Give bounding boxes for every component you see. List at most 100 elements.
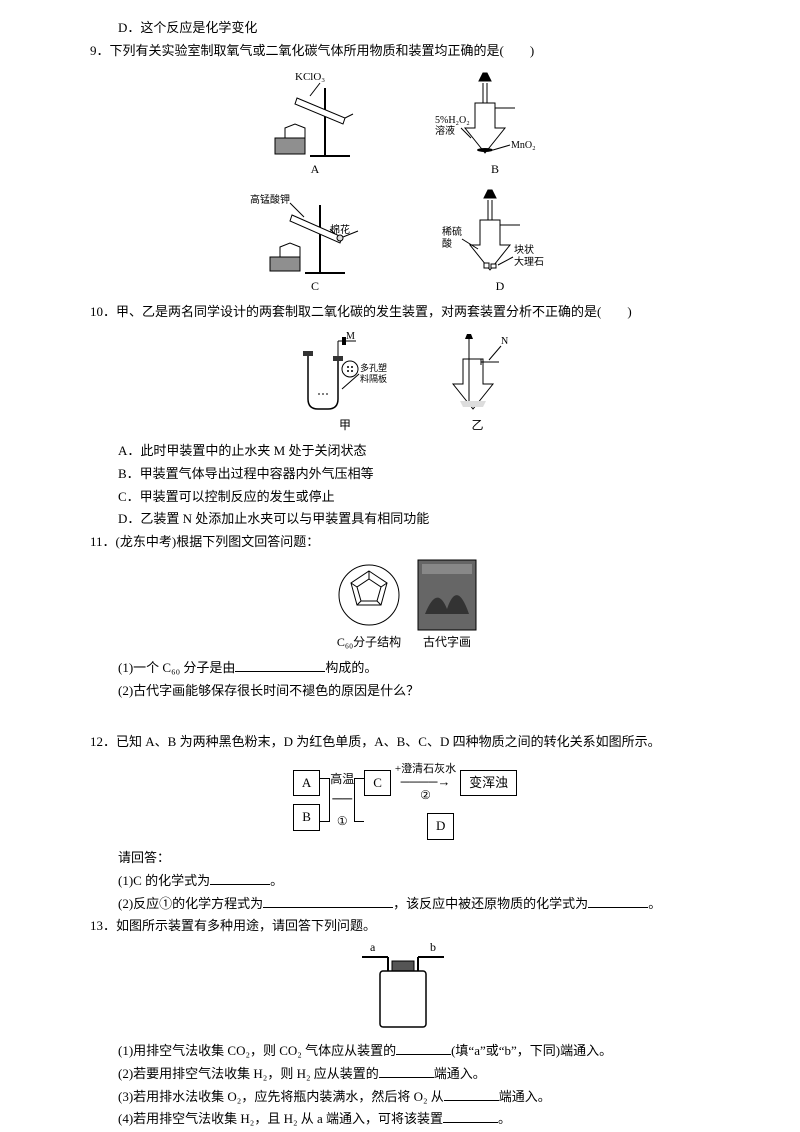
q11-c60-svg xyxy=(333,559,405,631)
q12-flowchart: A B 高温 ── ① C +澄清石灰水 ────→ ② 变浑浊 D xyxy=(90,761,720,841)
q13-sub3: (3)若用排水法收集 O₂，应先将瓶内装满水，然后将 O₂ 从 端通入。 xyxy=(90,1087,720,1108)
svg-text:5%H₂O₂: 5%H₂O₂ xyxy=(435,115,470,126)
svg-text:稀硫: 稀硫 xyxy=(442,225,462,238)
q12-sub1-pre: (1)C 的化学式为 xyxy=(118,873,210,888)
q13-sub2: (2)若要用排空气法收集 H₂，则 H₂ 应从装置的 端通入。 xyxy=(90,1064,720,1085)
q13-stem: 13．如图所示装置有多种用途，请回答下列问题。 xyxy=(90,916,720,937)
q13-sub1-pre: (1)用排空气法收集 CO₂，则 CO₂ 气体应从装置的 xyxy=(118,1043,396,1058)
q12-bracket-right xyxy=(354,778,364,822)
q9-figures-row2: 高锰酸钾 棉花 C 稀硫 酸 块状 大理石 xyxy=(90,185,720,296)
q12-text: 已知 A、B 为两种黑色粉末，D 为红色单质，A、B、C、D 四种物质之间的转化… xyxy=(116,734,661,749)
q9-figC-label: C xyxy=(311,277,319,296)
svg-text:M: M xyxy=(346,331,355,342)
q13-sub4-blank xyxy=(443,1109,498,1123)
q11-figure-painting: 古代字画 xyxy=(417,559,477,652)
q11-painting-svg xyxy=(417,559,477,631)
q12-sub2: (2)反应①的化学方程式为 ，该反应中被还原物质的化学式为 。 xyxy=(90,894,720,915)
q13-sub3-pre: (3)若用排水法收集 O₂，应先将瓶内装满水，然后将 O₂ 从 xyxy=(118,1089,444,1104)
q9-fig-d-svg: 稀硫 酸 块状 大理石 xyxy=(440,185,560,275)
svg-text:高锰酸钾: 高锰酸钾 xyxy=(250,193,290,206)
q12-box-result: 变浑浊 xyxy=(460,770,517,797)
q10-figures: M 多孔塑 料隔板 甲 N 乙 xyxy=(90,329,720,435)
q12-sub1-blank xyxy=(210,871,270,885)
q12-sub2-blank1 xyxy=(263,894,393,908)
q12-box-d: D xyxy=(427,813,454,840)
q12-label-step1: 高温 xyxy=(330,770,354,789)
q10-yi-svg: N xyxy=(433,329,523,414)
q9-fig-c-svg: 高锰酸钾 棉花 xyxy=(250,185,380,275)
q12-number: 12． xyxy=(90,734,116,749)
q12-sub1: (1)C 的化学式为 。 xyxy=(90,871,720,892)
q11-c60-caption: C₆₀分子结构 xyxy=(337,633,401,652)
svg-text:多孔塑: 多孔塑 xyxy=(360,362,387,373)
svg-text:块状: 块状 xyxy=(514,243,534,256)
q11-number: 11． xyxy=(90,534,116,549)
q10-optA: A．此时甲装置中的止水夹 M 处于关闭状态 xyxy=(90,441,720,462)
q11-sub1-blank xyxy=(235,658,325,672)
q13-bottle-svg: a b xyxy=(350,939,460,1034)
q13-sub2-pre: (2)若要用排空气法收集 H₂，则 H₂ 应从装置的 xyxy=(118,1066,379,1081)
q12-sub2-pre: (2)反应①的化学方程式为 xyxy=(118,896,263,911)
q9-figure-b: 5%H₂O₂ 溶液 MnO₂ B xyxy=(435,68,555,179)
q12-stem: 12．已知 A、B 为两种黑色粉末，D 为红色单质，A、B、C、D 四种物质之间… xyxy=(90,732,720,753)
q9-stem: 9．下列有关实验室制取氧气或二氧化碳气体所用物质和装置均正确的是( ) xyxy=(90,41,720,62)
q13-figure: a b xyxy=(90,939,720,1041)
q11-sub1-pre: (1)一个 C₆₀ 分子是由 xyxy=(118,660,235,675)
q13-sub2-blank xyxy=(379,1064,434,1078)
q11-sub1: (1)一个 C₆₀ 分子是由 构成的。 xyxy=(90,658,720,679)
q9-figB-label: B xyxy=(491,160,499,179)
q9-number: 9． xyxy=(90,43,110,58)
q9-text: 下列有关实验室制取氧气或二氧化碳气体所用物质和装置均正确的是( ) xyxy=(110,43,535,58)
q10-yi-label: 乙 xyxy=(471,416,483,435)
q12-label-circle1: ① xyxy=(337,812,348,831)
q12-label-circle2: ② xyxy=(420,786,431,805)
q10-jia-label: 甲 xyxy=(339,416,351,435)
q10-number: 10． xyxy=(90,304,116,319)
q10-figure-yi: N 乙 xyxy=(433,329,523,435)
q11-text: (龙东中考)根据下列图文回答问题： xyxy=(116,534,320,549)
q10-optD: D．乙装置 N 处添加止水夹可以与甲装置具有相同功能 xyxy=(90,509,720,530)
q10-jia-svg: M 多孔塑 料隔板 xyxy=(288,329,403,414)
q13-sub1-blank xyxy=(396,1041,451,1055)
q9-figA-label: A xyxy=(311,160,320,179)
q12-prompt: 请回答： xyxy=(90,848,720,869)
svg-text:料隔板: 料隔板 xyxy=(360,373,387,384)
q12-box-a: A xyxy=(293,770,320,797)
svg-text:KClO₃: KClO₃ xyxy=(295,71,325,83)
q13-sub4-post: 。 xyxy=(498,1111,511,1126)
q11-sub1-post: 构成的。 xyxy=(325,660,377,675)
q12-sub1-post: 。 xyxy=(270,873,283,888)
q13-sub3-blank xyxy=(444,1087,499,1101)
q12-box-c: C xyxy=(364,770,391,797)
q10-text: 甲、乙是两名同学设计的两套制取二氧化碳的发生装置，对两套装置分析不正确的是( ) xyxy=(116,304,632,319)
q13-sub2-post: 端通入。 xyxy=(434,1066,486,1081)
q13-sub4: (4)若用排空气法收集 H₂，且 H₂ 从 a 端通入，可将该装置 。 xyxy=(90,1109,720,1130)
q13-sub3-post: 端通入。 xyxy=(499,1089,551,1104)
svg-text:MnO₂: MnO₂ xyxy=(511,140,536,151)
q11-figure-c60: C₆₀分子结构 xyxy=(333,559,405,652)
q13-sub1-mid: (填“a”或“b”，下同)端通入。 xyxy=(451,1043,612,1058)
q12-sub2-post: 。 xyxy=(648,896,661,911)
q9-figure-d: 稀硫 酸 块状 大理石 D xyxy=(440,185,560,296)
q11-sub2: (2)古代字画能够保存很长时间不褪色的原因是什么？ xyxy=(90,681,720,702)
q13-sub4-pre: (4)若用排空气法收集 H₂，且 H₂ 从 a 端通入，可将该装置 xyxy=(118,1111,443,1126)
q10-optC: C．甲装置可以控制反应的发生或停止 xyxy=(90,487,720,508)
q13-text: 如图所示装置有多种用途，请回答下列问题。 xyxy=(116,918,376,933)
q10-stem: 10．甲、乙是两名同学设计的两套制取二氧化碳的发生装置，对两套装置分析不正确的是… xyxy=(90,302,720,323)
q9-figures-row1: KClO₃ A 5%H₂O₂ 溶液 MnO₂ B xyxy=(90,68,720,179)
svg-text:b: b xyxy=(430,940,436,954)
q10-optB: B．甲装置气体导出过程中容器内外气压相等 xyxy=(90,464,720,485)
q11-figures: C₆₀分子结构 古代字画 xyxy=(90,559,720,652)
svg-text:N: N xyxy=(501,336,508,347)
svg-text:溶液: 溶液 xyxy=(435,124,455,137)
q8-option-d: D．这个反应是化学变化 xyxy=(90,18,720,39)
q9-figD-label: D xyxy=(496,277,505,296)
q9-figure-a: KClO₃ A xyxy=(255,68,375,179)
q9-fig-b-svg: 5%H₂O₂ 溶液 MnO₂ xyxy=(435,68,555,158)
q12-sub2-mid: ，该反应中被还原物质的化学式为 xyxy=(393,896,588,911)
q12-sub2-blank2 xyxy=(588,894,648,908)
svg-text:大理石: 大理石 xyxy=(514,255,544,268)
q9-figure-c: 高锰酸钾 棉花 C xyxy=(250,185,380,296)
q13-sub1: (1)用排空气法收集 CO₂，则 CO₂ 气体应从装置的 (填“a”或“b”，下同… xyxy=(90,1041,720,1062)
q12-bracket-left xyxy=(320,778,330,822)
